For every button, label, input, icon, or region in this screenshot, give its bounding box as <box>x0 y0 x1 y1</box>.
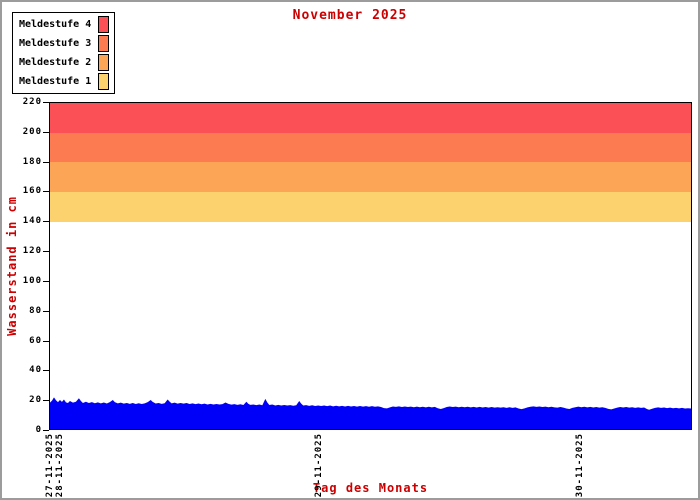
y-tick-label: 200 <box>22 126 42 137</box>
y-tick-label: 60 <box>29 335 42 346</box>
alert-band-meldestufe-4 <box>50 103 691 133</box>
plot-area <box>49 102 692 430</box>
y-tick-mark <box>43 310 49 312</box>
y-tick-label: 100 <box>22 275 42 286</box>
x-tick-label: 30-11-2025 <box>574 433 585 498</box>
legend-color-swatch <box>98 73 110 90</box>
y-tick-label: 40 <box>29 365 42 376</box>
y-tick-mark <box>43 430 49 431</box>
y-tick-mark <box>43 340 49 342</box>
y-tick-label: 160 <box>22 186 42 197</box>
x-tick-label: 27-11-2025 <box>44 433 55 498</box>
y-tick-label: 140 <box>22 216 42 227</box>
y-tick-mark <box>43 131 49 133</box>
legend-item-label: Meldestufe 2 <box>19 57 92 68</box>
legend-item: Meldestufe 2 <box>19 53 110 72</box>
y-tick-mark <box>43 400 49 402</box>
legend-item-label: Meldestufe 1 <box>19 76 92 87</box>
alert-band-meldestufe-3 <box>50 132 691 163</box>
y-tick-mark <box>43 280 49 282</box>
y-tick-mark <box>43 161 49 163</box>
legend-item-label: Meldestufe 3 <box>19 38 92 49</box>
y-tick-label: 220 <box>22 97 42 107</box>
y-tick-label: 0 <box>35 425 42 435</box>
alert-band-meldestufe-2 <box>50 162 691 192</box>
y-tick-mark <box>43 251 49 253</box>
x-tick-label: 28-11-2025 <box>55 433 66 498</box>
y-tick-label: 180 <box>22 156 42 167</box>
legend-item: Meldestufe 4 <box>19 15 110 34</box>
x-tick-label: 29-11-2025 <box>314 433 325 498</box>
alert-band-meldestufe-1 <box>50 191 691 222</box>
y-axis-title: Wasserstand in cm <box>4 102 20 430</box>
y-tick-mark <box>43 191 49 193</box>
y-tick-label: 120 <box>22 246 42 257</box>
y-tick-label: 20 <box>29 395 42 406</box>
legend-item-label: Meldestufe 4 <box>19 19 92 30</box>
y-tick-label: 80 <box>29 305 42 316</box>
legend: Meldestufe 4 Meldestufe 3 Meldestufe 2 Meld… <box>12 12 116 94</box>
legend-color-swatch <box>98 54 110 71</box>
legend-color-swatch <box>98 16 110 33</box>
y-tick-mark <box>43 370 49 372</box>
legend-color-swatch <box>98 35 110 52</box>
water-level-area <box>50 397 691 429</box>
chart-title: November 2025 <box>292 8 408 23</box>
water-level-series <box>50 397 691 429</box>
y-tick-mark <box>43 221 49 223</box>
y-tick-mark <box>43 102 49 103</box>
x-axis-title: Tag des Monats <box>312 481 429 495</box>
legend-item: Meldestufe 3 <box>19 34 110 53</box>
legend-item: Meldestufe 1 <box>19 72 110 91</box>
